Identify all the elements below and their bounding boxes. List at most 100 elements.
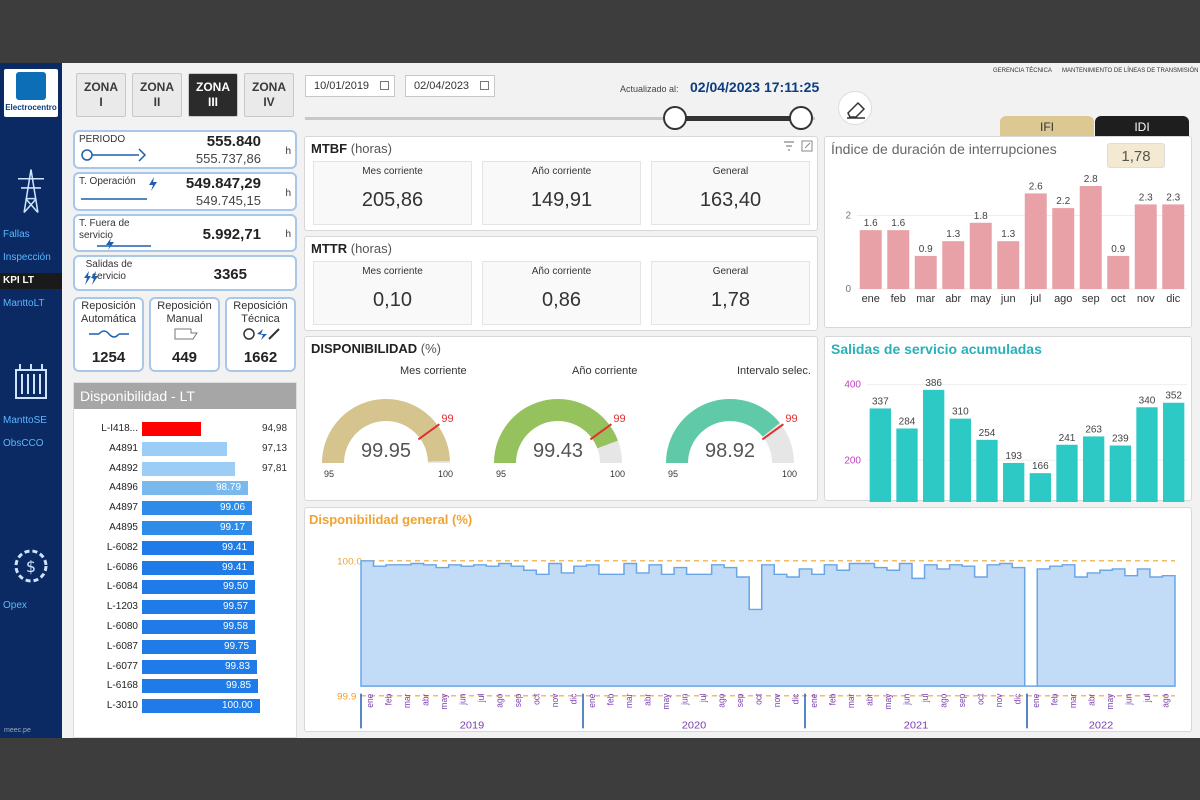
x-month-label: mar	[402, 694, 412, 709]
line-name: L-6087	[106, 640, 138, 652]
disponibilidad-title: DISPONIBILIDAD	[311, 341, 418, 356]
chart-title: Disponibilidad general (%)	[309, 512, 473, 527]
x-month-label: ene	[587, 693, 597, 707]
reposicion-label: Reposición Manual	[157, 300, 212, 325]
bar	[1163, 402, 1185, 502]
x-month-label: sep	[513, 693, 523, 707]
y-tick-label: 400	[844, 380, 861, 391]
gauge-min-label: 95	[496, 469, 506, 479]
availability-bar	[142, 521, 252, 535]
reposicion-automatica-card: Reposición Automática 1254	[73, 297, 144, 372]
availability-row[interactable]: A4891 97,13	[74, 441, 298, 457]
x-month-label: jun	[679, 693, 689, 705]
availability-row[interactable]: L-6084 99.50	[74, 579, 298, 595]
availability-row[interactable]: L-I418... 94,98	[74, 421, 298, 437]
line-name: L-6168	[106, 680, 138, 692]
zone-button-ii[interactable]: ZONA II	[132, 73, 182, 117]
availability-row[interactable]: L-6168 99.85	[74, 678, 298, 694]
availability-row[interactable]: L-6082 99.41	[74, 540, 298, 556]
zone-button-i[interactable]: ZONA I	[76, 73, 126, 117]
availability-row[interactable]: A4895 99.17	[74, 520, 298, 536]
availability-value: 99.57	[223, 601, 249, 613]
zone-button-iv[interactable]: ZONA IV	[244, 73, 294, 117]
bar	[997, 241, 1020, 289]
kpi-secondary-value: 549.745,15	[195, 193, 261, 208]
x-tick-label: jun	[1000, 293, 1016, 305]
calendar-icon[interactable]	[480, 81, 489, 90]
disponibilidad-unit: (%)	[420, 341, 442, 356]
zone-number: III	[207, 95, 218, 109]
data-label: 254	[979, 428, 996, 439]
bar	[942, 241, 965, 289]
x-month-label: jun	[1123, 693, 1133, 705]
salidas-chart-panel: Salidas de servicio acumuladas 020040033…	[824, 336, 1192, 502]
zone-number: I	[99, 95, 103, 109]
availability-bar	[142, 481, 248, 496]
kpi-label: PERIODO	[79, 134, 126, 145]
nav-kpi-lt[interactable]: KPI LT	[0, 273, 62, 289]
clear-filters-button[interactable]	[838, 91, 872, 125]
header-link-mantenimiento[interactable]: MANTENIMIENTO DE LÍNEAS DE TRANSMISIÓN	[1062, 68, 1199, 74]
x-month-label: dic	[1012, 693, 1022, 704]
date-slider-track[interactable]	[305, 117, 815, 120]
availability-row[interactable]: L-3010 100.00	[74, 698, 298, 714]
calendar-icon[interactable]	[380, 81, 389, 90]
x-tick-label: sep	[1082, 293, 1100, 305]
bar	[1079, 186, 1102, 289]
period-icon	[81, 148, 147, 162]
nav-manttose[interactable]: ManttoSE	[3, 415, 47, 426]
nav-fallas[interactable]: Fallas	[3, 229, 30, 240]
updated-label: Actualizado al:	[620, 84, 679, 94]
line-name: L-3010	[106, 700, 138, 712]
reposicion-value: 449	[171, 349, 198, 366]
tab-idi[interactable]: IDI	[1095, 116, 1189, 138]
y-tick-label: 0	[845, 284, 851, 295]
availability-value: 99.06	[220, 502, 246, 514]
start-date-input[interactable]: 10/01/2019	[305, 75, 395, 97]
availability-row[interactable]: L-6080 99.58	[74, 619, 298, 635]
card-label: Año corriente	[531, 266, 592, 277]
bar	[1109, 445, 1131, 502]
availability-row[interactable]: L-1203 99.57	[74, 599, 298, 615]
availability-row[interactable]: L-6086 99.41	[74, 560, 298, 576]
slider-handle-end[interactable]	[789, 106, 813, 130]
x-month-label: may	[439, 693, 449, 710]
tab-ifi[interactable]: IFI	[1000, 116, 1094, 138]
x-month-label: ene	[809, 693, 819, 707]
line-name: A4897	[109, 502, 138, 514]
availability-row[interactable]: A4896 98.79	[74, 480, 298, 496]
end-date-input[interactable]: 02/04/2023	[405, 75, 495, 97]
reposicion-value: 1254	[91, 349, 126, 366]
availability-row[interactable]: A4892 97,81	[74, 461, 298, 477]
header-link-gerencia[interactable]: GERENCIA TÉCNICA	[993, 68, 1052, 74]
slider-handle-start[interactable]	[663, 106, 687, 130]
line-name: A4891	[109, 442, 138, 454]
nav-opex[interactable]: Opex	[3, 600, 27, 611]
availability-row[interactable]: L-6087 99.75	[74, 639, 298, 655]
lightning-icon	[149, 177, 157, 191]
card-label: Mes corriente	[362, 166, 423, 177]
nav-manttolt[interactable]: ManttoLT	[3, 298, 45, 309]
double-lightning-icon	[84, 271, 98, 285]
x-year-label: 2022	[1089, 720, 1114, 732]
x-month-label: dic	[568, 693, 578, 704]
filter-icon[interactable]	[783, 141, 795, 151]
zone-button-iii[interactable]: ZONA III	[188, 73, 238, 117]
zone-label: ZONA	[196, 80, 230, 94]
availability-row[interactable]: A4897 99.06	[74, 500, 298, 516]
focus-mode-icon[interactable]	[801, 140, 813, 152]
data-label: 2.2	[1056, 196, 1070, 207]
mttr-card-mes: Mes corriente 0,10	[313, 261, 472, 325]
reposicion-value: 1662	[243, 349, 278, 366]
data-label: 386	[925, 378, 942, 389]
nav-inspeccion[interactable]: Inspección	[3, 252, 51, 263]
kpi-label: T. Operación	[79, 176, 136, 187]
x-month-label: abr	[642, 694, 652, 706]
gauge-value: 98.92	[705, 440, 755, 462]
availability-bar	[142, 679, 258, 694]
bar	[1056, 444, 1078, 502]
x-month-label: feb	[1049, 693, 1059, 705]
nav-obscco[interactable]: ObsCCO	[3, 438, 44, 449]
availability-row[interactable]: L-6077 99.83	[74, 659, 298, 675]
mtbf-card-general: General 163,40	[651, 161, 810, 225]
